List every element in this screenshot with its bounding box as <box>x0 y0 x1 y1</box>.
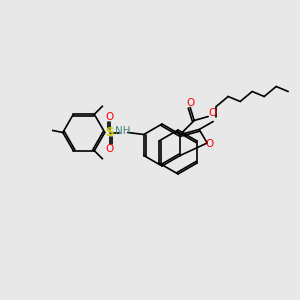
Text: O: O <box>106 112 114 122</box>
Text: O: O <box>106 143 114 154</box>
Text: S: S <box>106 126 114 139</box>
Text: NH: NH <box>115 125 130 136</box>
Text: O: O <box>208 109 216 118</box>
Text: O: O <box>205 139 213 149</box>
Text: O: O <box>186 98 194 107</box>
